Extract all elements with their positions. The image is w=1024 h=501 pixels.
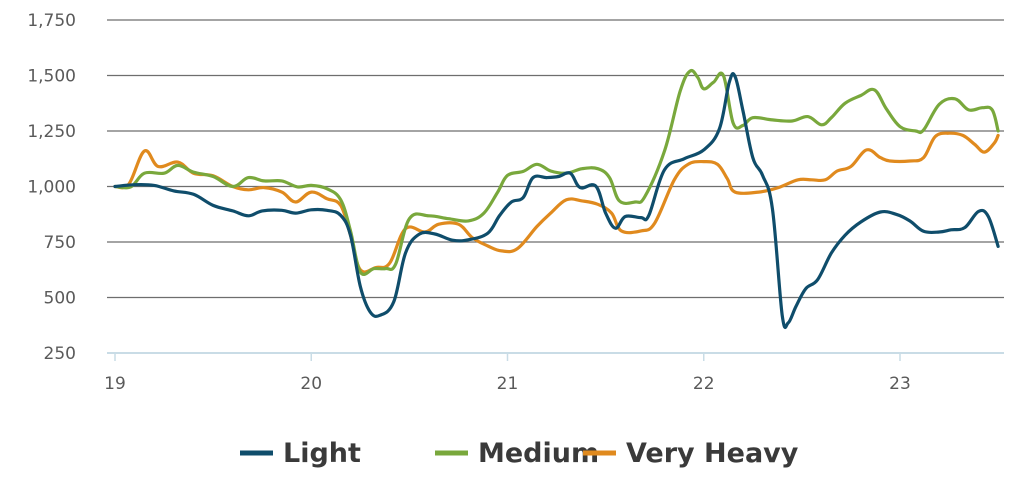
y-tick-label: 1,000 xyxy=(27,178,76,198)
legend-item-medium: Medium xyxy=(435,438,599,469)
series-line-very-heavy xyxy=(113,131,1000,274)
legend-item-light: Light xyxy=(240,438,361,469)
legend: Light Medium Very Heavy xyxy=(240,438,799,469)
y-tick-label: 500 xyxy=(44,289,76,309)
x-tick-label: 20 xyxy=(300,374,322,394)
x-tick-label: 23 xyxy=(889,374,911,394)
series-lines xyxy=(113,68,1000,330)
y-tick-label: 750 xyxy=(44,233,76,253)
y-tick-label: 250 xyxy=(44,344,76,364)
legend-label: Medium xyxy=(478,438,599,469)
y-tick-label: 1,250 xyxy=(27,122,76,142)
legend-label: Light xyxy=(283,438,361,469)
legend-item-very-heavy: Very Heavy xyxy=(583,438,799,469)
x-tick-label: 21 xyxy=(497,374,519,394)
series-line-medium xyxy=(113,68,1000,276)
x-tick-label: 22 xyxy=(693,374,715,394)
x-tick-label: 19 xyxy=(104,374,126,394)
y-tick-label: 1,500 xyxy=(27,67,76,87)
gridlines xyxy=(107,19,1004,354)
y-tick-label: 1,750 xyxy=(27,11,76,31)
series-line-light xyxy=(113,72,1000,330)
y-axis-ticks: 1,750 1,500 1,250 1,000 750 500 250 xyxy=(27,11,76,364)
x-axis: 19 20 21 22 23 xyxy=(104,353,911,394)
legend-label: Very Heavy xyxy=(626,438,799,469)
